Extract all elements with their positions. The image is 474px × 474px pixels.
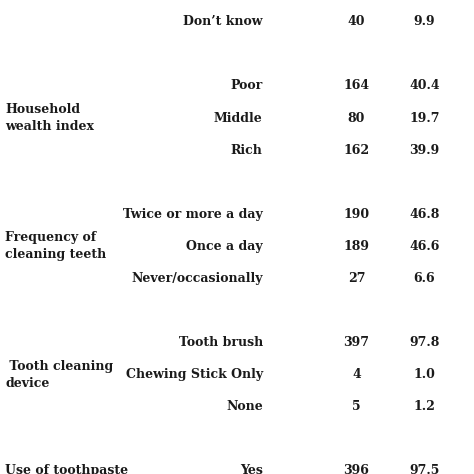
Text: None: None [226,401,263,413]
Text: 40.4: 40.4 [409,79,440,92]
Text: Frequency of
cleaning teeth: Frequency of cleaning teeth [5,231,106,261]
Text: 27: 27 [348,272,365,285]
Text: 164: 164 [343,79,370,92]
Text: 80: 80 [348,111,365,125]
Text: 40: 40 [348,15,365,28]
Text: Tooth cleaning
device: Tooth cleaning device [5,360,113,390]
Text: 1.0: 1.0 [413,368,435,381]
Text: Don’t know: Don’t know [183,15,263,28]
Text: Poor: Poor [230,79,263,92]
Text: 396: 396 [344,465,369,474]
Text: 4: 4 [352,368,361,381]
Text: Chewing Stick Only: Chewing Stick Only [126,368,263,381]
Text: 1.2: 1.2 [413,401,435,413]
Text: 19.7: 19.7 [409,111,439,125]
Text: Yes: Yes [240,465,263,474]
Text: Rich: Rich [231,144,263,157]
Text: Use of toothpaste: Use of toothpaste [5,465,128,474]
Text: Never/occasionally: Never/occasionally [131,272,263,285]
Text: 39.9: 39.9 [409,144,439,157]
Text: 190: 190 [343,208,370,221]
Text: Household
wealth index: Household wealth index [5,103,94,133]
Text: 6.6: 6.6 [414,272,435,285]
Text: Once a day: Once a day [186,240,263,253]
Text: Tooth brush: Tooth brush [179,336,263,349]
Text: 46.6: 46.6 [409,240,439,253]
Text: 97.8: 97.8 [409,336,439,349]
Text: 189: 189 [344,240,369,253]
Text: 9.9: 9.9 [414,15,435,28]
Text: 162: 162 [343,144,370,157]
Text: 97.5: 97.5 [409,465,439,474]
Text: 46.8: 46.8 [409,208,439,221]
Text: Middle: Middle [214,111,263,125]
Text: Twice or more a day: Twice or more a day [123,208,263,221]
Text: 397: 397 [344,336,369,349]
Text: 5: 5 [352,401,361,413]
